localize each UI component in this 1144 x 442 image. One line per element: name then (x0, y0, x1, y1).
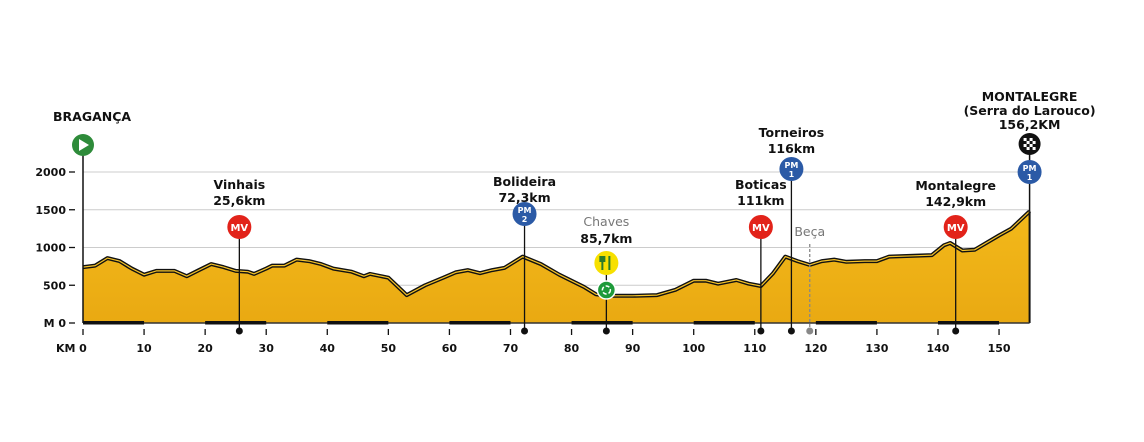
distance-bar (693, 321, 755, 325)
distance-bar (449, 321, 511, 325)
finish-subtitle: (Serra do Larouco) (964, 103, 1096, 118)
waypoint-dot (521, 327, 529, 335)
distance-bar (571, 321, 633, 325)
mv-sprint-icon (943, 215, 968, 239)
checker-square (1032, 147, 1036, 150)
elevation-area (83, 211, 1030, 323)
x-tick-label: 70 (503, 342, 519, 355)
waypoint-name: Torneiros (759, 125, 824, 140)
pm-category-text: 1 (789, 170, 795, 179)
x-tick-label: 140 (926, 342, 949, 355)
mountain-prize-icon (1017, 160, 1042, 184)
x-axis-label: KM (56, 342, 75, 355)
y-tick-label: 2000 (35, 166, 66, 179)
recycle-arrows-icon (601, 285, 612, 295)
finish-name: MONTALEGRE (982, 89, 1078, 104)
waypoint-dot (757, 327, 765, 335)
mv-badge-text: MV (230, 223, 248, 234)
checker-square (1023, 144, 1027, 147)
finish-marker: MONTALEGRE(Serra do Larouco)156,2KM PM1 (964, 89, 1096, 212)
waypoint-dot (235, 327, 243, 335)
y-tick-label: 1500 (35, 204, 66, 217)
y-tick-label: 1000 (35, 242, 66, 255)
waypoint-distance: 142,9km (925, 194, 986, 209)
pm-category-text: 1 (1027, 173, 1033, 182)
feed-zone-icon (594, 251, 619, 275)
checker-square (1026, 141, 1030, 144)
checker-square (1023, 138, 1027, 141)
distance-bar (937, 321, 1000, 325)
waypoint-name: Boticas (735, 177, 787, 192)
elevation-line-highlight (82, 210, 1031, 297)
mountain-prize-icon (512, 202, 537, 226)
x-tick-label: 50 (381, 342, 397, 355)
waypoint-name: Chaves (583, 214, 629, 229)
x-tick-label: 110 (743, 342, 766, 355)
distance-bar (815, 321, 877, 325)
mv-badge-text: MV (947, 223, 965, 234)
waypoint-distance: 25,6km (213, 193, 265, 208)
waypoint-distance: 111km (737, 193, 784, 208)
distance-bar (327, 321, 389, 325)
x-tick-label: 10 (136, 342, 152, 355)
start-label: BRAGANÇA (53, 109, 131, 124)
recycle-zone-icon (596, 280, 617, 300)
mv-badge-text: MV (752, 223, 770, 234)
distance-bar (205, 321, 267, 325)
finish-distance: 156,2KM (999, 117, 1061, 132)
waypoint-chaves: Chaves 85,7km (580, 214, 632, 335)
y-tick-label: M 0 (44, 317, 67, 330)
checker-square (1026, 147, 1030, 150)
pm-category-text: 2 (522, 215, 528, 224)
checker-square (1029, 138, 1033, 141)
y-tick-label: 500 (43, 279, 66, 292)
x-tick-label: 150 (988, 342, 1011, 355)
x-tick-label: 60 (442, 342, 458, 355)
play-triangle-icon (79, 139, 89, 151)
waypoint-name: Bolideira (493, 174, 556, 189)
waypoint-dot (602, 327, 610, 335)
pm-badge-text: PM (784, 161, 798, 170)
waypoint-beça: Beça (794, 224, 825, 335)
waypoint-dot (787, 327, 795, 335)
pm-badge-text: PM (1023, 164, 1037, 173)
x-tick-label: 100 (682, 342, 705, 355)
waypoint-name: Vinhais (213, 177, 265, 192)
x-tick-label: 30 (259, 342, 275, 355)
waypoint-name: Beça (794, 224, 825, 239)
checker-square (1029, 144, 1033, 147)
waypoint-dot (806, 327, 814, 335)
x-tick-label: 90 (625, 342, 641, 355)
mv-sprint-icon (748, 215, 773, 239)
x-tick-label: 130 (865, 342, 888, 355)
waypoint-dot (952, 327, 960, 335)
x-tick-label: 0 (79, 342, 87, 355)
checker-square (1032, 141, 1036, 144)
distance-bar (83, 321, 145, 325)
x-tick-label: 40 (320, 342, 336, 355)
waypoint-distance: 85,7km (580, 231, 632, 246)
x-tick-label: 120 (804, 342, 827, 355)
mountain-prize-icon (779, 157, 804, 181)
cutlery-icon (599, 256, 611, 270)
waypoint-distance: 116km (768, 141, 815, 156)
x-tick-label: 20 (197, 342, 213, 355)
pm-badge-text: PM (518, 206, 532, 215)
mv-sprint-icon (227, 215, 252, 239)
waypoint-name: Montalegre (915, 178, 996, 193)
waypoint-distance: 72,3km (498, 190, 550, 205)
x-tick-label: 80 (564, 342, 580, 355)
